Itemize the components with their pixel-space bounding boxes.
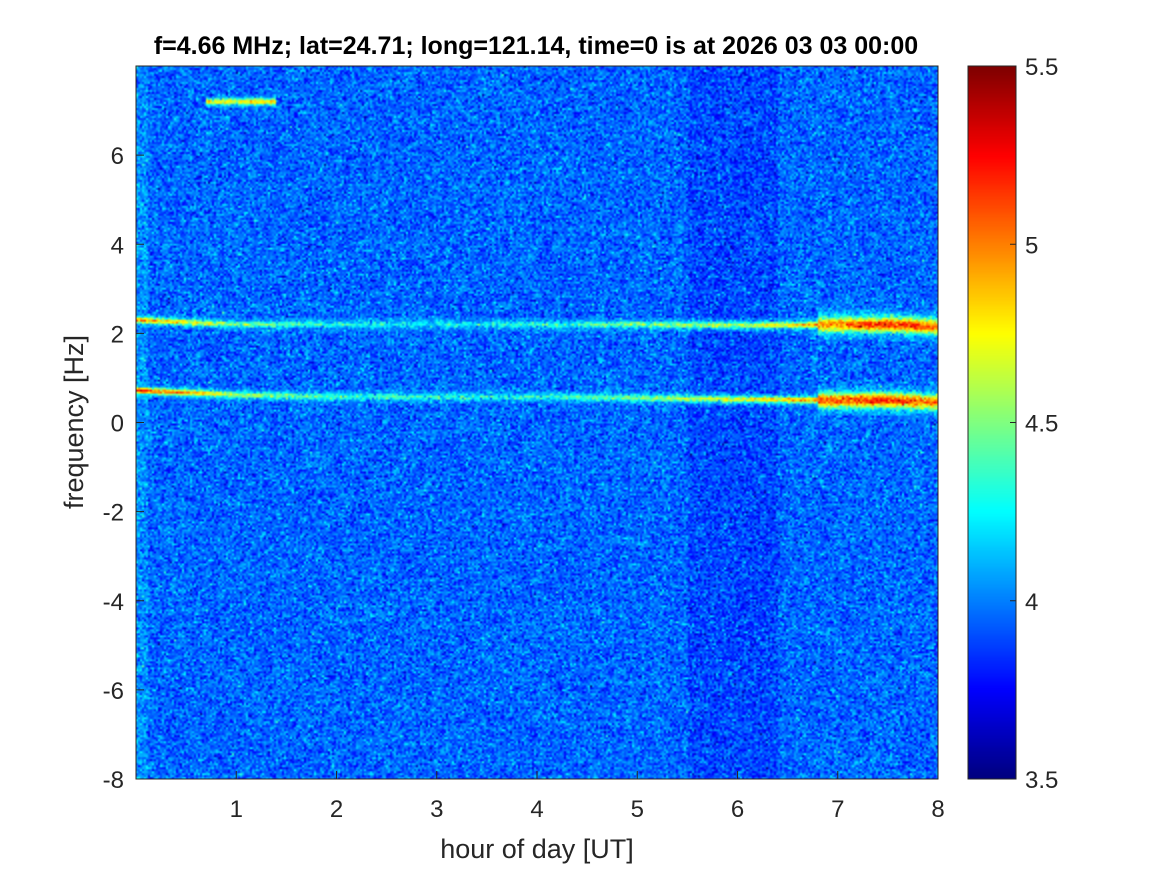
heatmap-image	[136, 66, 938, 779]
colorbar-gradient	[968, 66, 1016, 779]
y-tick-label: -6	[103, 678, 124, 705]
x-axis-label: hour of day [UT]	[440, 834, 634, 864]
x-tick-label: 1	[230, 796, 243, 823]
x-tick-label: 5	[631, 796, 644, 823]
y-tick-label: 0	[111, 411, 124, 438]
colorbar-ticks: 3.5 4 4.5 5 5.5	[1010, 54, 1058, 794]
x-tick-label: 3	[430, 796, 443, 823]
x-tick-label: 2	[330, 796, 343, 823]
colorbar-tick-label: 4.5	[1025, 411, 1058, 438]
x-tick-label: 4	[530, 796, 543, 823]
colorbar-tick-label: 4	[1025, 589, 1038, 616]
chart-title: f=4.66 MHz; lat=24.71; long=121.14, time…	[154, 32, 918, 60]
y-axis-ticks: -8 -6 -4 -2 0 2 4 6	[103, 143, 144, 794]
y-tick-label: -8	[103, 767, 124, 794]
y-tick-label: -2	[103, 500, 124, 527]
colorbar: 3.5 4 4.5 5 5.5	[967, 54, 1058, 794]
x-tick-label: 7	[831, 796, 844, 823]
y-tick-label: 6	[111, 143, 124, 170]
colorbar-tick-label: 5	[1025, 232, 1038, 259]
y-tick-label: -4	[103, 589, 124, 616]
y-axis-label: frequency [Hz]	[59, 335, 89, 509]
colorbar-tick-label: 5.5	[1025, 54, 1058, 81]
plot-area	[135, 65, 939, 780]
x-tick-label: 6	[731, 796, 744, 823]
colorbar-tick-label: 3.5	[1025, 767, 1058, 794]
y-tick-label: 4	[111, 232, 124, 259]
x-tick-label: 8	[931, 796, 944, 823]
y-tick-label: 2	[111, 321, 124, 348]
x-axis-ticks: 1 2 3 4 5 6 7 8	[230, 771, 945, 823]
